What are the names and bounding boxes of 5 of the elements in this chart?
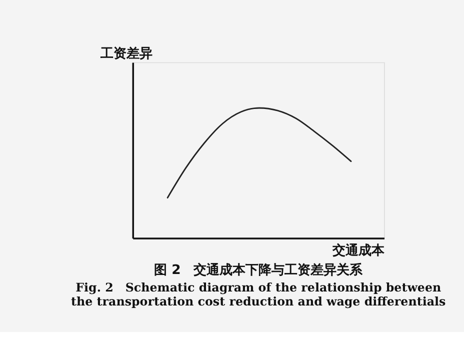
text: the transportation cost reduction and wage differentials — [71, 294, 446, 308]
x-axis-title: 交通成本 — [331, 242, 386, 258]
y-axis-title: 工资差异 — [100, 46, 153, 62]
text: 图 2 交通成本下降与工资差异关系 — [154, 262, 364, 278]
caption: Fig. 2 Schematic diagram of the relationship between — [76, 280, 442, 295]
